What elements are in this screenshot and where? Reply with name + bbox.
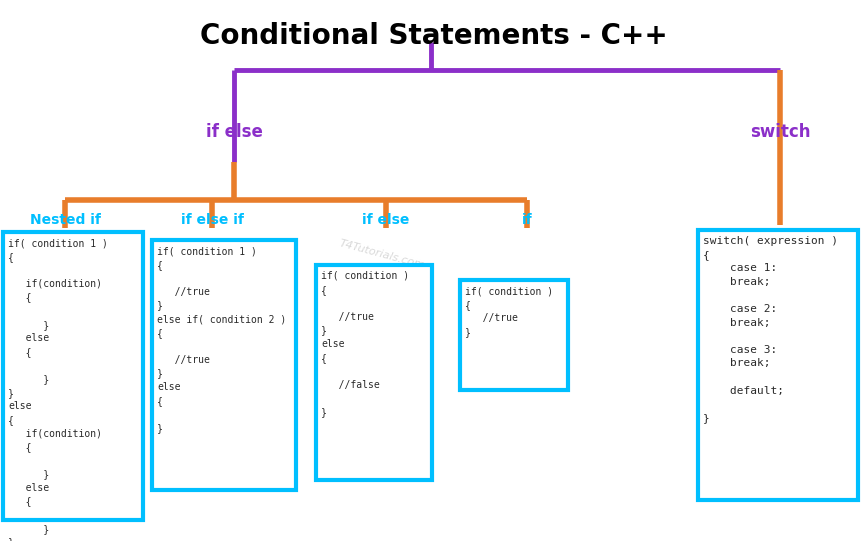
Text: switch( expression )
{
    case 1:
    break;

    case 2:
    break;

    case : switch( expression ) { case 1: break; ca…: [703, 236, 838, 423]
FancyBboxPatch shape: [152, 240, 296, 490]
Text: if else: if else: [205, 123, 263, 141]
Text: Nested if: Nested if: [29, 213, 101, 227]
FancyBboxPatch shape: [698, 230, 858, 500]
Text: T4Tutorials.com: T4Tutorials.com: [337, 238, 426, 270]
Text: if: if: [522, 213, 532, 227]
Text: if( condition )
{
   //true
}: if( condition ) { //true }: [465, 286, 553, 337]
Text: Conditional Statements - C++: Conditional Statements - C++: [199, 22, 668, 50]
FancyBboxPatch shape: [316, 265, 432, 480]
Text: if else if: if else if: [181, 213, 244, 227]
Text: if( condition 1 )
{

   //true
}
else if( condition 2 )
{

   //true
}
else
{

}: if( condition 1 ) { //true } else if( co…: [157, 246, 286, 433]
Text: if( condition 1 )
{

   if(condition)
   {

      }
   else
   {

      }
}
else: if( condition 1 ) { if(condition) { } el…: [8, 238, 108, 541]
Text: if( condition )
{

   //true
}
else
{

   //false

}: if( condition ) { //true } else { //fals…: [321, 271, 409, 417]
Text: switch: switch: [750, 123, 811, 141]
FancyBboxPatch shape: [3, 232, 143, 520]
FancyBboxPatch shape: [460, 280, 568, 390]
Text: if else: if else: [362, 213, 409, 227]
